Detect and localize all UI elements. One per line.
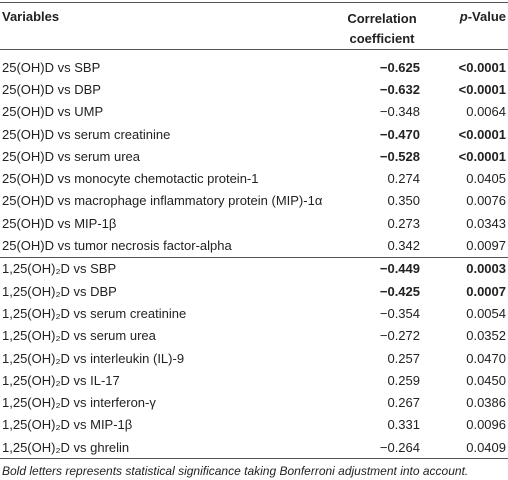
coefficient-cell: −0.348	[379, 104, 420, 120]
coefficient-cell: 0.331	[387, 417, 420, 433]
coefficient-cell: −0.425	[379, 283, 420, 299]
header-p-rest: -Value	[467, 9, 506, 24]
table-row: 1,25(OH)₂D vs serum urea −0.272 0.0352	[0, 325, 508, 347]
header-variables: Variables	[0, 2, 334, 50]
variable-cell: 1,25(OH)₂D vs ghrelin	[2, 439, 130, 455]
coefficient-cell: 0.274	[387, 171, 420, 187]
table-row: 25(OH)D vs macrophage inflammatory prote…	[0, 190, 508, 212]
table-row: 25(OH)D vs MIP-1β 0.273 0.0343	[0, 212, 508, 234]
row-group: 1,25(OH)₂D vs SBP −0.449 0.0003 1,25(OH)₂D …	[0, 256, 508, 459]
coefficient-cell: 0.350	[387, 193, 420, 209]
variable-cell: 25(OH)D vs macrophage inflammatory prote…	[2, 193, 323, 209]
p-value-cell: <0.0001	[458, 81, 506, 97]
coefficient-cell: −0.354	[379, 305, 420, 321]
coefficient-cell: 0.257	[387, 350, 420, 366]
variable-cell: 25(OH)D vs monocyte chemotactic protein-…	[2, 171, 259, 187]
p-value-cell: 0.0343	[466, 215, 506, 231]
coefficient-cell: 0.259	[387, 372, 420, 388]
p-value-cell: 0.0076	[466, 193, 506, 209]
p-value-cell: 0.0064	[466, 104, 506, 120]
coefficient-cell: −0.264	[379, 439, 420, 455]
table-row: 1,25(OH)₂D vs interferon-γ 0.267 0.0386	[0, 391, 508, 413]
header-p: p	[459, 9, 468, 24]
p-value-cell: 0.0097	[466, 238, 506, 254]
coefficient-cell: 0.342	[387, 238, 420, 254]
p-value-cell: 0.0003	[430, 256, 508, 280]
p-value-cell: 0.0409	[466, 439, 506, 455]
table-row: 25(OH)D vs serum creatinine −0.470 <0.0001	[0, 123, 508, 145]
p-value-cell: 0.0007	[466, 283, 506, 299]
table-row: 25(OH)D vs monocyte chemotactic protein-…	[0, 167, 508, 189]
table-row: 1,25(OH)₂D vs ghrelin −0.264 0.0409	[0, 436, 508, 459]
table-row: 25(OH)D vs UMP −0.348 0.0064	[0, 101, 508, 123]
p-value-cell: 0.0096	[466, 417, 506, 433]
coefficient-cell: 0.273	[387, 215, 420, 231]
variable-cell: 25(OH)D vs tumor necrosis factor-alpha	[2, 238, 232, 254]
p-value-cell: <0.0001	[458, 126, 506, 142]
table-row: 25(OH)D vs serum urea −0.528 <0.0001	[0, 145, 508, 167]
table-row: 1,25(OH)₂D vs MIP-1β 0.331 0.0096	[0, 414, 508, 436]
coefficient-cell: −0.632	[379, 81, 420, 97]
p-value-cell: 0.0470	[466, 350, 506, 366]
table-row: 25(OH)D vs tumor necrosis factor-alpha 0.…	[0, 234, 508, 257]
variable-cell: 1,25(OH)₂D vs SBP	[0, 256, 334, 280]
coefficient-cell: −0.272	[379, 328, 420, 344]
table-row: 1,25(OH)₂D vs serum creatinine −0.354 0.00…	[0, 302, 508, 324]
p-value-cell: <0.0001	[458, 59, 506, 75]
variable-cell: 1,25(OH)₂D vs IL-17	[2, 372, 120, 388]
variable-cell: 1,25(OH)₂D vs serum urea	[2, 328, 156, 344]
variable-cell: 25(OH)D vs SBP	[2, 59, 101, 75]
p-value-cell: <0.0001	[458, 148, 506, 164]
table-header: Variables Correlation coefficient p-Valu…	[0, 2, 508, 50]
header-p-value: p-Value	[430, 2, 508, 50]
coefficient-cell: −0.470	[379, 126, 420, 142]
table-row: 1,25(OH)₂D vs DBP −0.425 0.0007	[0, 280, 508, 302]
table-row: 1,25(OH)₂D vs IL-17 0.259 0.0450	[0, 369, 508, 391]
p-value-cell: 0.0054	[466, 305, 506, 321]
table-row: 25(OH)D vs SBP −0.625 <0.0001	[0, 50, 508, 79]
variable-cell: 1,25(OH)₂D vs DBP	[2, 283, 117, 299]
coefficient-cell: 0.267	[387, 395, 420, 411]
row-group: 25(OH)D vs SBP −0.625 <0.0001 25(OH)D vs DB…	[0, 50, 508, 258]
header-row: Variables Correlation coefficient p-Valu…	[0, 2, 508, 50]
variable-cell: 1,25(OH)₂D vs MIP-1β	[2, 417, 133, 433]
coefficient-cell: −0.625	[379, 59, 420, 75]
variable-cell: 1,25(OH)₂D vs interferon-γ	[2, 395, 156, 411]
variable-cell: 25(OH)D vs serum creatinine	[2, 126, 171, 142]
p-value-cell: 0.0386	[466, 395, 506, 411]
p-value-cell: 0.0352	[466, 328, 506, 344]
table-row: 1,25(OH)₂D vs interleukin (IL)-9 0.257 0.0…	[0, 347, 508, 369]
variable-cell: 25(OH)D vs serum urea	[2, 148, 140, 164]
coefficient-cell: −0.449	[334, 256, 430, 280]
variable-cell: 1,25(OH)₂D vs interleukin (IL)-9	[2, 350, 185, 366]
variable-cell: 25(OH)D vs DBP	[2, 81, 101, 97]
variable-cell: 1,25(OH)₂D vs serum creatinine	[2, 305, 187, 321]
p-value-cell: 0.0405	[466, 171, 506, 187]
table-row: 1,25(OH)₂D vs SBP −0.449 0.0003	[0, 256, 508, 280]
header-coefficient: Correlation coefficient	[334, 2, 430, 50]
footnote: Bold letters represents statistical sign…	[2, 464, 469, 479]
table-row: 25(OH)D vs DBP −0.632 <0.0001	[0, 78, 508, 100]
variable-cell: 25(OH)D vs MIP-1β	[2, 215, 117, 231]
variable-cell: 25(OH)D vs UMP	[2, 104, 104, 120]
results-table: Variables Correlation coefficient p-Valu…	[0, 2, 508, 460]
p-value-cell: 0.0450	[466, 372, 506, 388]
coefficient-cell: −0.528	[379, 148, 420, 164]
